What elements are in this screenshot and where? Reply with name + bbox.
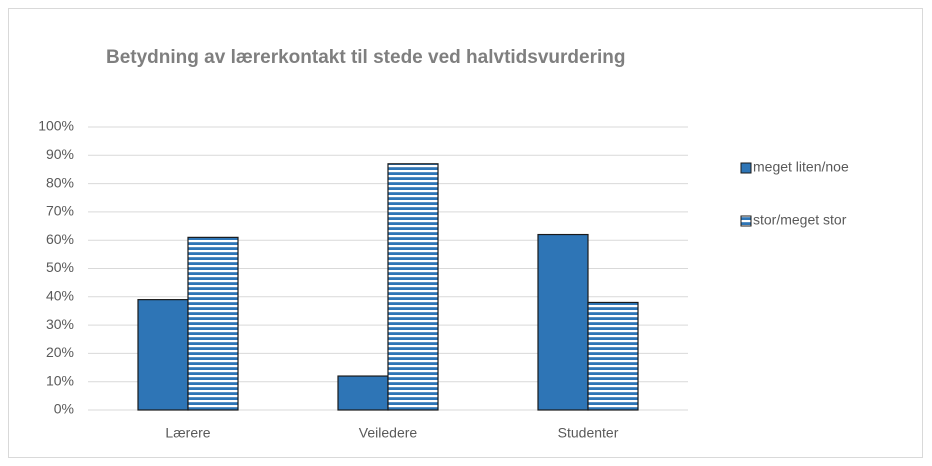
chart-title: Betydning av lærerkontakt til stede ved … xyxy=(106,47,625,68)
legend-label: stor/meget stor xyxy=(753,212,847,228)
bar xyxy=(137,299,189,411)
y-tick-label: 70% xyxy=(46,203,74,219)
x-tick-label: Veiledere xyxy=(359,425,418,441)
bar xyxy=(337,375,389,411)
y-tick-label: 10% xyxy=(46,372,74,388)
bar xyxy=(187,236,239,411)
legend-swatch xyxy=(740,215,752,227)
y-tick-label: 30% xyxy=(46,316,74,332)
y-tick-label: 80% xyxy=(46,174,74,190)
bar xyxy=(387,163,439,411)
y-tick-label: 0% xyxy=(54,401,74,417)
y-tick-label: 20% xyxy=(46,344,74,360)
legend-label: meget liten/noe xyxy=(753,159,849,175)
legend-swatch xyxy=(740,162,752,174)
y-tick-label: 50% xyxy=(46,259,74,275)
y-tick-label: 40% xyxy=(46,288,74,304)
y-tick-label: 60% xyxy=(46,231,74,247)
bar xyxy=(587,301,639,411)
x-tick-label: Lærere xyxy=(165,425,210,441)
x-tick-label: Studenter xyxy=(558,425,619,441)
y-tick-label: 90% xyxy=(46,146,74,162)
bar xyxy=(537,233,589,411)
y-tick-label: 100% xyxy=(38,118,74,134)
